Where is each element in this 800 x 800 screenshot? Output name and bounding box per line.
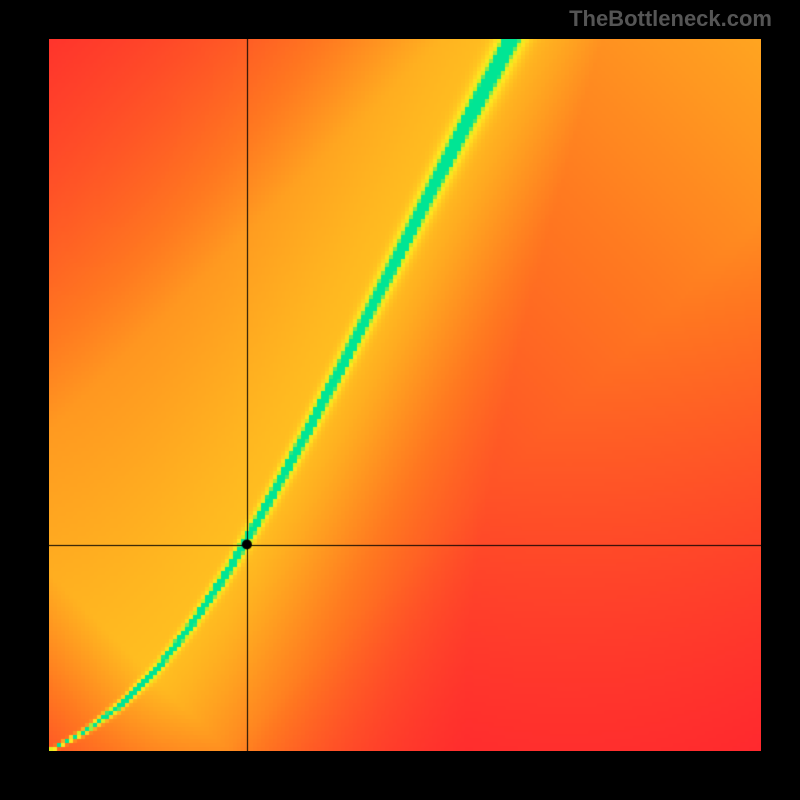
chart-container: TheBottleneck.com	[0, 0, 800, 800]
source-attribution: TheBottleneck.com	[569, 6, 772, 32]
bottleneck-heatmap	[49, 39, 761, 751]
